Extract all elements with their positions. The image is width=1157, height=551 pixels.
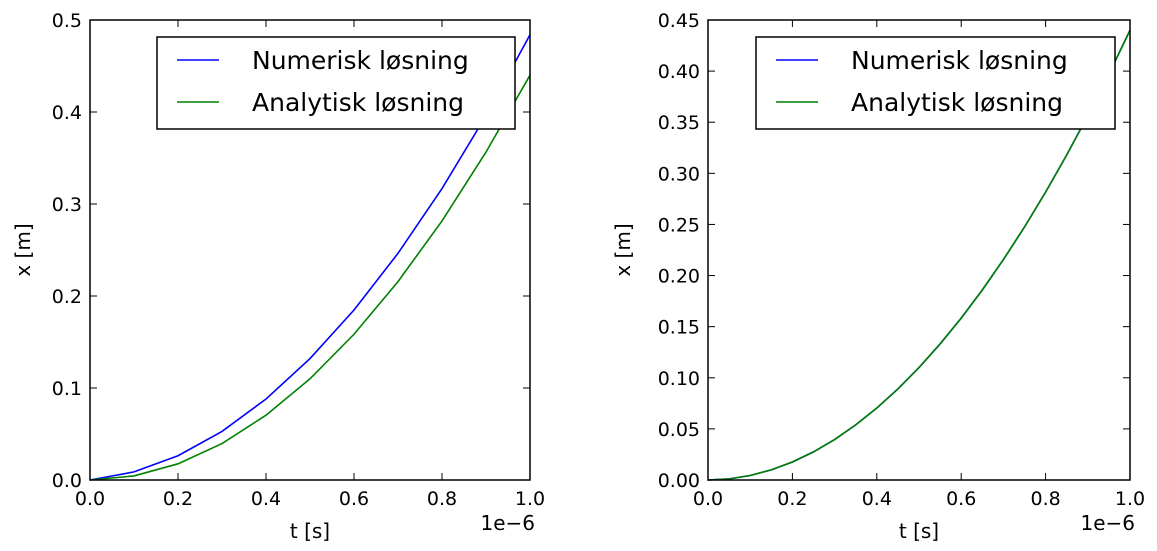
y-tick-label: 0.0 [52, 470, 82, 492]
y-tick-label: 0.40 [658, 61, 700, 83]
y-tick-label: 0.00 [658, 470, 700, 492]
chart-panel-2: 0.0 0.2 0.4 0.6 0.8 1.0 0.00 0.05 0.10 0.15 0.20 0.… [611, 10, 1145, 543]
x-tick-label: 0.0 [693, 488, 723, 510]
x-offset-label: 1e−6 [1080, 511, 1135, 535]
x-axis-label: t [s] [899, 519, 939, 543]
y-tick-label: 0.05 [658, 419, 700, 441]
series-line-analytisk [707, 29, 1131, 481]
legend-box [156, 36, 516, 130]
x-tick-label: 0.4 [251, 488, 281, 510]
legend-label-numerisk: Numerisk løsning [851, 46, 1068, 75]
x-axis-label: t [s] [290, 519, 330, 543]
x-tick-label: 0.6 [946, 488, 976, 510]
y-axis-label: x [m] [611, 223, 635, 276]
x-tick-label: 0.8 [427, 488, 457, 510]
x-tick-label: 0.2 [163, 488, 193, 510]
x-tick-label: 0.8 [1030, 488, 1060, 510]
plot-frame [89, 19, 531, 481]
x-offset-label: 1e−6 [480, 511, 535, 535]
legend-label-analytisk: Analytisk løsning [252, 88, 464, 117]
y-tick-label: 0.45 [658, 10, 700, 32]
series-line-numerisk [89, 34, 531, 481]
x-tick-label: 0.0 [75, 488, 105, 510]
legend: Numerisk løsning Analytisk løsning [755, 36, 1116, 130]
y-tick-label: 0.1 [52, 378, 82, 400]
legend-label-analytisk: Analytisk løsning [851, 88, 1063, 117]
legend-label-numerisk: Numerisk løsning [252, 46, 469, 75]
y-tick-label: 0.20 [658, 266, 700, 288]
series-line-analytisk [89, 74, 531, 481]
y-tick-label: 0.25 [658, 214, 700, 236]
y-tick-label: 0.3 [52, 194, 82, 216]
legend: Numerisk løsning Analytisk løsning [156, 36, 516, 130]
chart-panel-1: 0.0 0.2 0.4 0.6 0.8 1.0 0.0 0.1 0.2 0.3 0.4 0.5 t [s… [11, 10, 545, 543]
legend-box [755, 36, 1116, 130]
x-tick-label: 0.2 [777, 488, 807, 510]
y-tick-label: 0.5 [52, 10, 82, 32]
y-tick-label: 0.15 [658, 317, 700, 339]
x-tick-label: 0.6 [339, 488, 369, 510]
x-tick-label: 0.4 [862, 488, 892, 510]
x-tick-label: 1.0 [1115, 488, 1145, 510]
y-tick-label: 0.10 [658, 368, 700, 390]
y-tick-label: 0.2 [52, 286, 82, 308]
y-tick-label: 0.30 [658, 163, 700, 185]
y-tick-label: 0.35 [658, 112, 700, 134]
plot-frame [707, 19, 1131, 481]
x-tick-label: 1.0 [515, 488, 545, 510]
y-tick-label: 0.4 [52, 102, 82, 124]
y-axis-label: x [m] [11, 223, 35, 276]
